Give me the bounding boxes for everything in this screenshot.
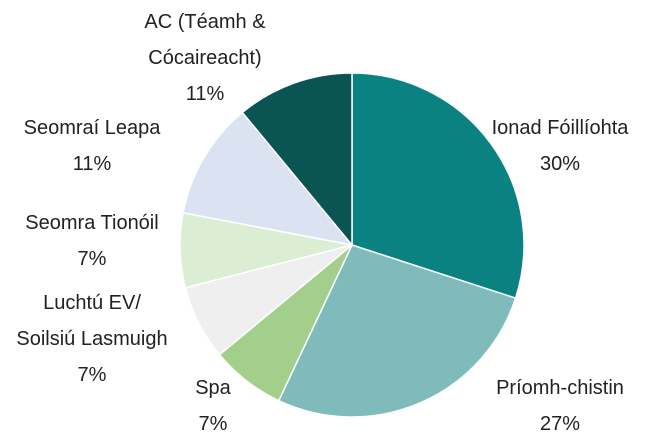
- percent-label: 30%: [539, 153, 581, 175]
- category-name: AC (Téamh & Cócaireacht): [144, 11, 266, 69]
- category-name: Ionad Fóillíohta: [491, 117, 629, 139]
- slice-label: Luchtú EV/ Soilsiú Lasmuigh 7%: [0, 285, 202, 393]
- pie-slice: [182, 111, 354, 247]
- percent-label: 7%: [77, 248, 107, 270]
- percent-label: 11%: [72, 153, 112, 175]
- percent-label: 11%: [185, 83, 225, 105]
- slice-label: Seomra Tionóil 7%: [0, 205, 202, 277]
- slice-label: Príomh-chistin 27%: [450, 370, 667, 436]
- pie-slice: [277, 244, 517, 418]
- category-name: Seomraí Leapa: [23, 117, 161, 139]
- category-name: Príomh-chistin: [496, 377, 624, 399]
- percent-label: 7%: [198, 413, 228, 435]
- pie-slice: [241, 72, 353, 248]
- category-name: Spa: [195, 377, 231, 399]
- category-name: Luchtú EV/ Soilsiú Lasmuigh: [16, 292, 168, 350]
- slice-label: Spa 7%: [103, 370, 323, 436]
- category-name: Seomra Tionóil: [25, 212, 159, 234]
- pie-slice: [351, 72, 525, 300]
- percent-label: 27%: [539, 413, 581, 435]
- percent-label: 7%: [77, 364, 107, 386]
- slice-label: Ionad Fóillíohta 30%: [450, 110, 667, 182]
- slice-label: Seomraí Leapa 11%: [0, 110, 202, 182]
- slice-label: AC (Téamh & Cócaireacht) 11%: [95, 4, 315, 112]
